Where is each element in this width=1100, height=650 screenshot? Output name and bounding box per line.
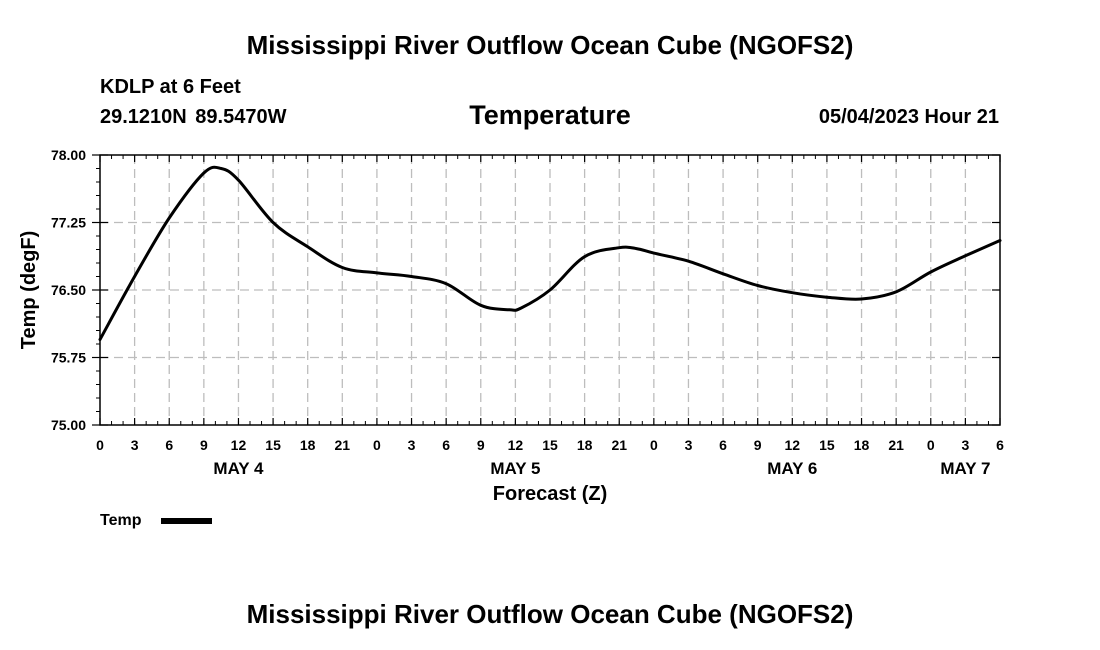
temp-series-line [98, 165, 1002, 341]
day-label: MAY 7 [940, 459, 990, 478]
x-tick-label: 21 [888, 437, 904, 453]
x-tick-label: 18 [577, 437, 593, 453]
y-tick-label: 75.75 [51, 350, 86, 366]
station-label: KDLP at 6 Feet [100, 76, 241, 98]
x-tick-label: 9 [754, 437, 762, 453]
x-tick-label: 21 [335, 437, 351, 453]
y-axis-label: Temp (degF) [18, 231, 40, 350]
grid-layer [100, 155, 1000, 425]
x-tick-label: 15 [265, 437, 281, 453]
day-label: MAY 5 [490, 459, 540, 478]
x-tick-label: 6 [165, 437, 173, 453]
station-coordinates: 29.1210N 89.5470W [100, 106, 287, 128]
x-tick-label: 12 [508, 437, 524, 453]
y-tick-label: 75.00 [51, 417, 86, 433]
chart-title: Temperature [469, 100, 631, 130]
y-tick-label: 77.25 [51, 215, 86, 231]
x-tick-label: 18 [300, 437, 316, 453]
x-tick-label: 9 [200, 437, 208, 453]
x-tick-label: 12 [785, 437, 801, 453]
x-tick-label: 0 [96, 437, 104, 453]
x-tick-label: 3 [131, 437, 139, 453]
x-tick-label: 6 [996, 437, 1004, 453]
x-tick-label: 21 [611, 437, 627, 453]
x-tick-label: 12 [231, 437, 247, 453]
x-tick-label: 18 [854, 437, 870, 453]
page-title: Mississippi River Outflow Ocean Cube (NG… [246, 30, 854, 60]
axes-layer: 0 3 6 9 12 15 18 21 0 3 6 9 12 15 18 21 0 3 6 9 12 15 18 21 0 3 6 7… [51, 147, 1004, 478]
x-tick-label: 15 [819, 437, 835, 453]
x-tick-label: 0 [650, 437, 658, 453]
day-label: MAY 6 [767, 459, 817, 478]
legend-label: Temp [100, 512, 142, 529]
y-tick-label: 76.50 [51, 282, 86, 298]
footer-title: Mississippi River Outflow Ocean Cube (NG… [246, 599, 854, 629]
y-tick-label: 78.00 [51, 147, 86, 163]
x-tick-label: 3 [961, 437, 969, 453]
x-tick-label: 0 [373, 437, 381, 453]
x-axis-label: Forecast (Z) [493, 483, 607, 505]
x-tick-label: 3 [685, 437, 693, 453]
x-tick-label: 9 [477, 437, 485, 453]
x-tick-label: 3 [408, 437, 416, 453]
x-tick-label: 0 [927, 437, 935, 453]
x-tick-label: 6 [719, 437, 727, 453]
x-tick-label: 6 [442, 437, 450, 453]
day-label: MAY 4 [213, 459, 264, 478]
forecast-datetime: 05/04/2023 Hour 21 [818, 106, 999, 128]
x-tick-label: 15 [542, 437, 558, 453]
